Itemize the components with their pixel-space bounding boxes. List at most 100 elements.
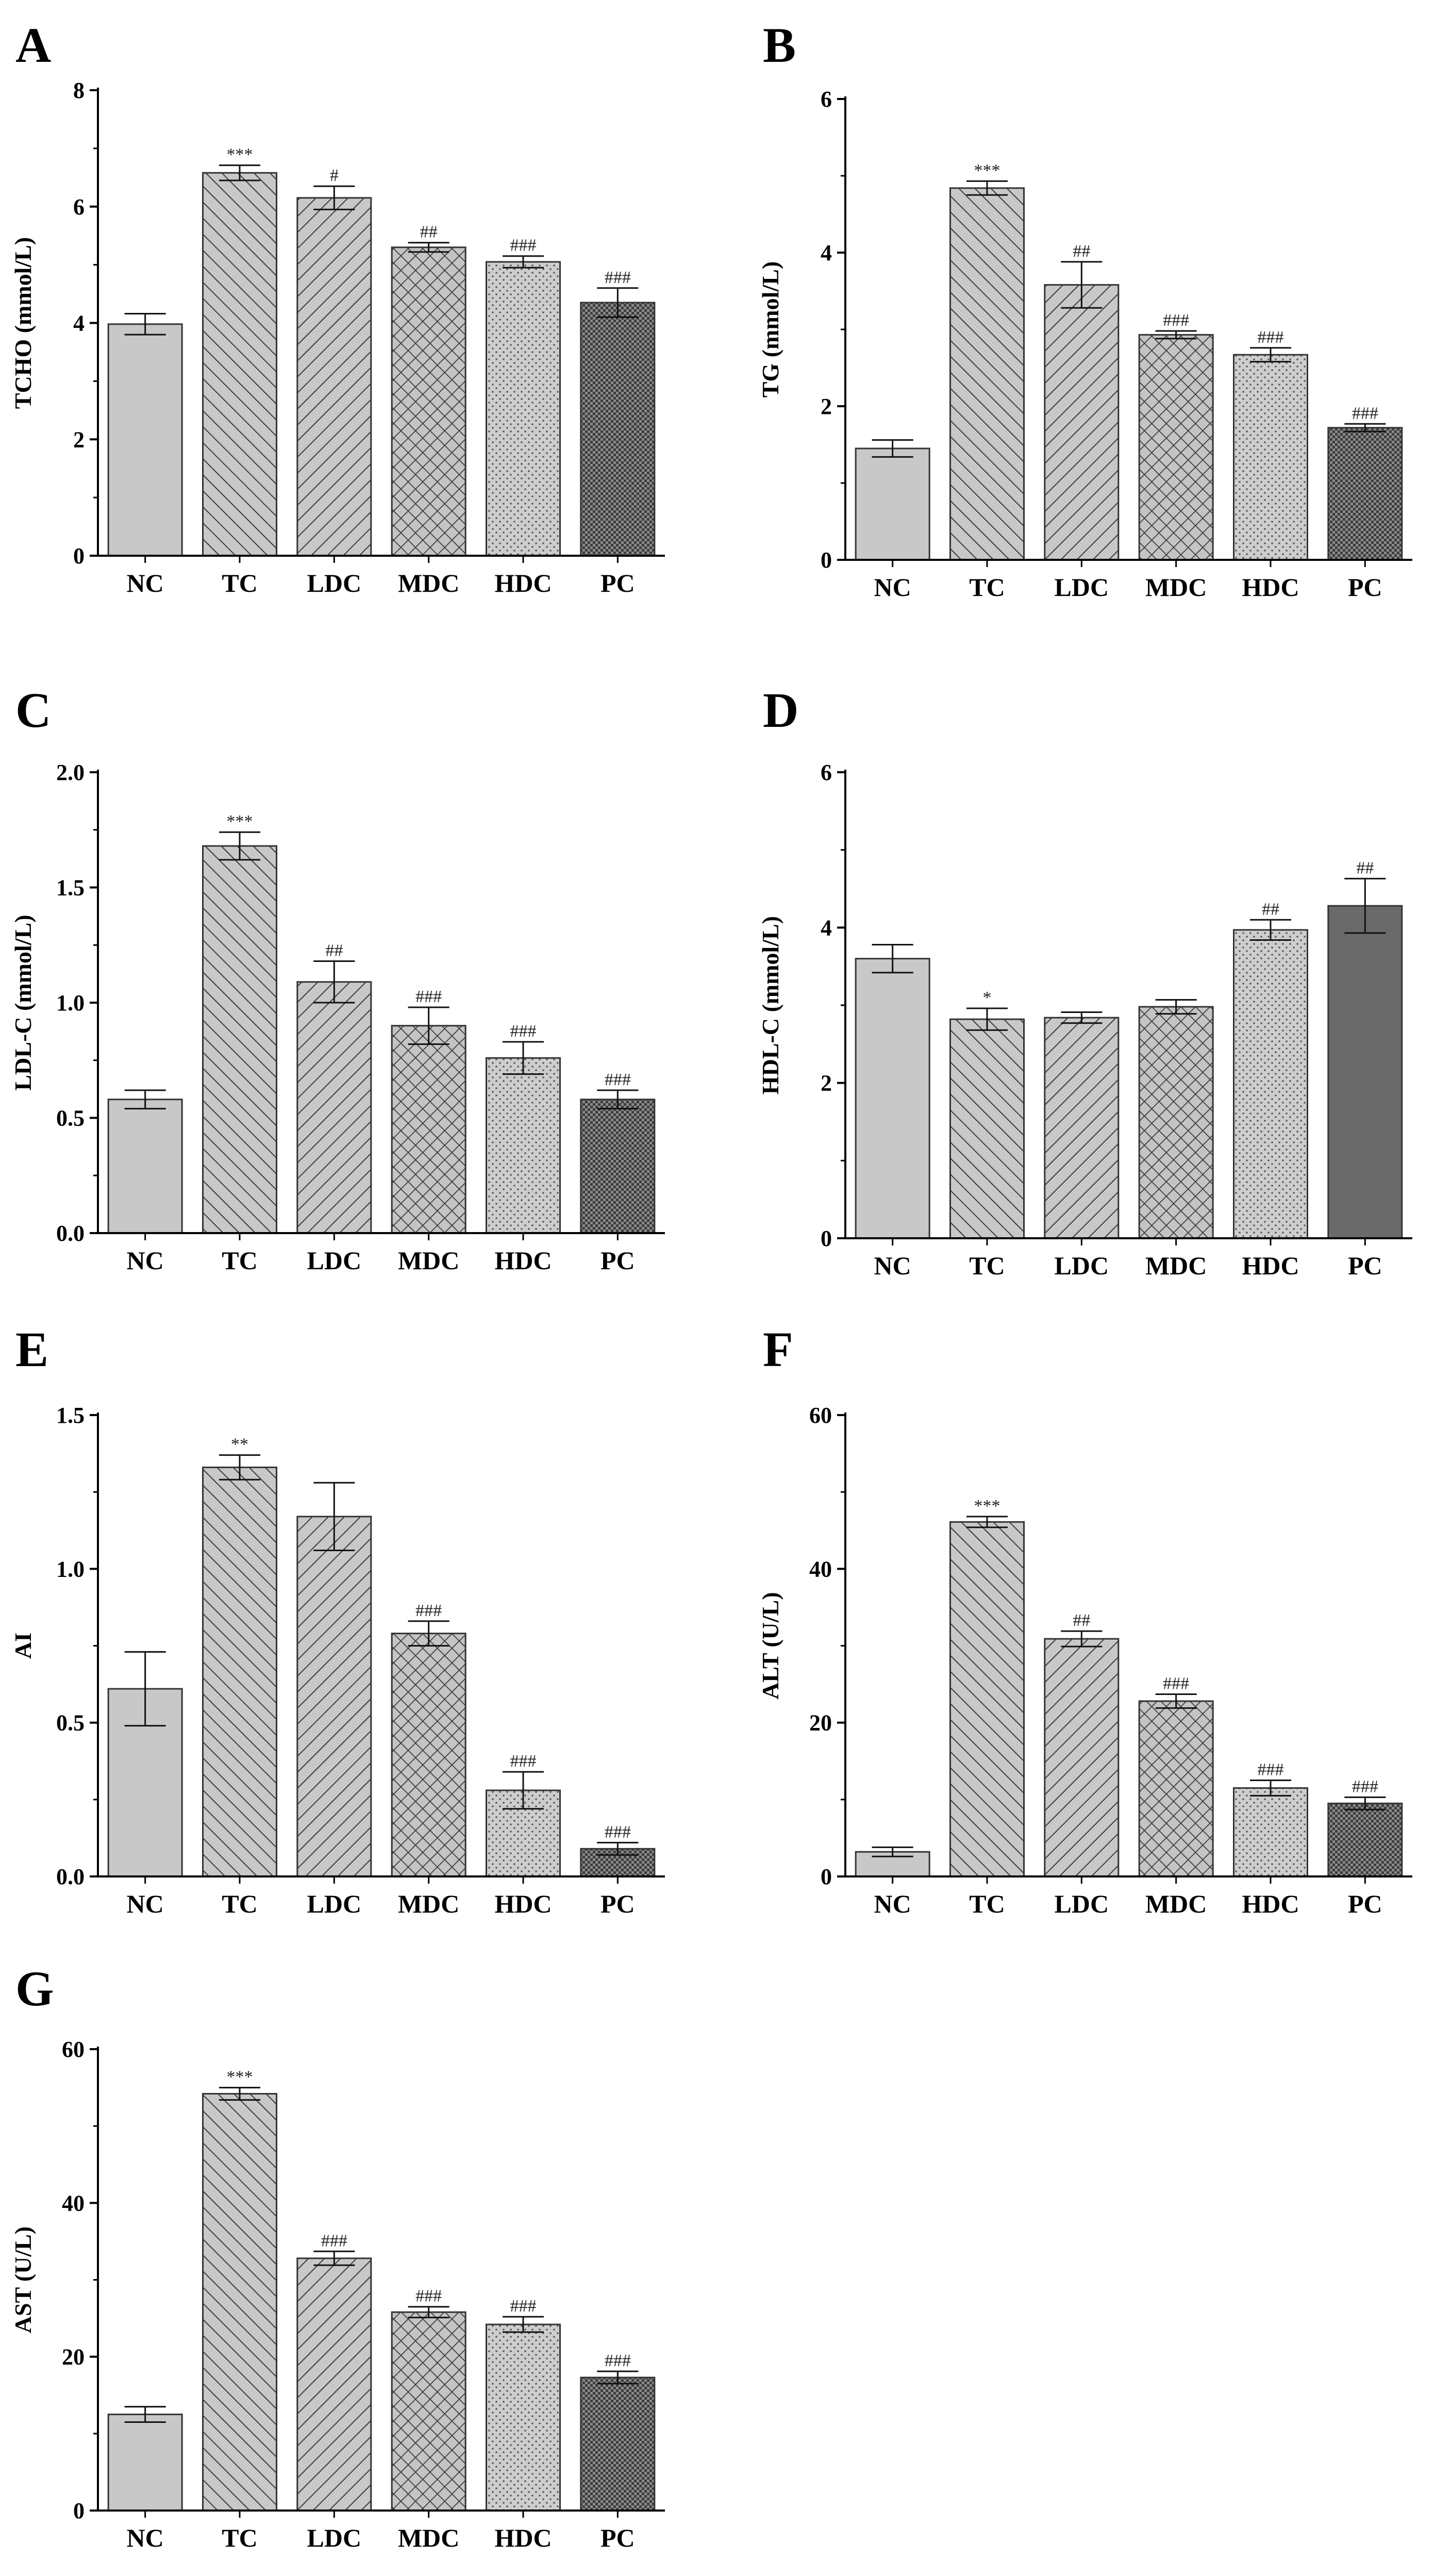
bar-mdc <box>1138 1006 1214 1239</box>
bar-mdc <box>391 1025 466 1234</box>
category-label: LDC <box>307 2523 362 2552</box>
significance-label: ## <box>1073 242 1090 261</box>
category-label: LDC <box>1055 573 1109 602</box>
bar-ldc <box>296 981 372 1234</box>
bar-mdc <box>1138 1700 1214 1877</box>
bar-tc <box>202 1466 277 1877</box>
bar-ldc <box>296 197 372 557</box>
significance-label: ### <box>510 2297 537 2316</box>
significance-label: ## <box>420 223 438 242</box>
significance-label: ### <box>415 1601 442 1620</box>
bar-pc <box>1327 427 1403 561</box>
category-label: TC <box>222 569 257 597</box>
significance-label: ## <box>325 941 343 960</box>
panel-label: F <box>763 1322 793 1377</box>
category-label: LDC <box>1055 1251 1109 1280</box>
y-tick-label: 40 <box>809 1556 832 1582</box>
category-label: HDC <box>1242 573 1299 602</box>
category-label: MDC <box>398 1889 459 1918</box>
y-tick-label: 0.5 <box>56 1106 85 1131</box>
y-tick-label: 0 <box>821 1864 832 1889</box>
category-label: PC <box>1348 573 1382 602</box>
y-tick-label: 2 <box>73 427 85 452</box>
category-label: HDC <box>1242 1889 1299 1918</box>
y-tick-label: 0 <box>821 1226 832 1251</box>
y-tick-label: 6 <box>821 760 832 785</box>
panel-label: C <box>15 683 51 738</box>
y-axis-title: ALT (U/L) <box>757 1592 783 1699</box>
category-label: PC <box>600 1889 635 1918</box>
category-label: LDC <box>307 569 362 597</box>
significance-label: *** <box>974 1497 1000 1516</box>
category-label: TC <box>969 1889 1005 1918</box>
y-tick-label: 0.5 <box>56 1710 85 1736</box>
bar-pc <box>580 2376 656 2512</box>
category-label: MDC <box>1145 573 1207 602</box>
panel-label: E <box>15 1322 48 1377</box>
significance-label: ### <box>605 268 631 287</box>
y-tick-label: 20 <box>62 2345 85 2370</box>
category-label: HDC <box>1242 1251 1299 1280</box>
y-tick-label: 1.5 <box>56 1403 85 1428</box>
category-label: PC <box>600 2523 635 2552</box>
bar-ldc <box>296 2257 372 2512</box>
bar-tc <box>949 1521 1025 1877</box>
category-label: LDC <box>307 1246 362 1275</box>
bar-mdc <box>391 246 466 557</box>
chart-panel-c: C NC *** TC ## LDC ### MDC ### HDC ### PC 0.0 0.5 1.0 1… <box>10 683 665 1275</box>
bar-nc <box>855 958 930 1239</box>
bar-tc <box>949 187 1025 561</box>
significance-label: # <box>330 166 339 185</box>
bar-nc <box>855 447 930 561</box>
significance-label: ### <box>1258 1760 1284 1780</box>
y-tick-label: 2 <box>821 1071 832 1096</box>
bar-pc <box>580 302 656 557</box>
y-tick-label: 0 <box>821 547 832 573</box>
category-label: MDC <box>398 2523 459 2552</box>
category-label: TC <box>222 1246 257 1275</box>
category-label: TC <box>222 2523 257 2552</box>
y-tick-label: 0 <box>73 543 85 569</box>
bar-nc <box>107 2414 183 2512</box>
category-label: PC <box>600 569 635 597</box>
y-tick-label: 1.0 <box>56 990 85 1016</box>
bar-ldc <box>1044 1017 1120 1239</box>
category-label: PC <box>600 1246 635 1275</box>
bar-pc <box>1327 905 1403 1239</box>
category-label: MDC <box>398 1246 459 1275</box>
chart-panel-g: G NC *** TC ### LDC ### MDC ### HDC ### PC 0 20 40 60 AS… <box>10 1961 665 2552</box>
category-label: NC <box>127 2523 164 2552</box>
significance-label: ## <box>1262 900 1279 919</box>
y-axis-title: TG (mmol/L) <box>757 261 783 397</box>
chart-panel-a: A NC *** TC # LDC ## MDC ### HDC ### PC 0 2 4 6 8 TCHO (m… <box>10 18 665 597</box>
y-tick-label: 6 <box>821 87 832 112</box>
significance-label: *** <box>227 812 253 831</box>
category-label: PC <box>1348 1251 1382 1280</box>
y-tick-label: 0.0 <box>56 1864 85 1889</box>
bar-ldc <box>1044 284 1120 561</box>
bar-hdc <box>1233 929 1308 1239</box>
category-label: LDC <box>1055 1889 1109 1918</box>
y-tick-label: 0 <box>73 2498 85 2523</box>
y-axis-title: TCHO (mmol/L) <box>10 237 36 409</box>
y-tick-label: 1.5 <box>56 875 85 901</box>
y-tick-label: 4 <box>73 311 85 336</box>
significance-label: ### <box>510 1752 537 1771</box>
y-tick-label: 4 <box>821 915 832 940</box>
significance-label: ### <box>415 2287 442 2306</box>
category-label: MDC <box>398 569 459 597</box>
significance-label: ### <box>1352 1777 1378 1796</box>
bar-ldc <box>296 1516 372 1877</box>
category-label: NC <box>874 573 911 602</box>
significance-label: ## <box>1356 858 1374 877</box>
bar-nc <box>107 1099 183 1234</box>
panel-label: B <box>763 18 796 73</box>
significance-label: ** <box>231 1435 248 1454</box>
significance-label: ### <box>510 236 537 255</box>
y-tick-label: 40 <box>62 2190 85 2216</box>
category-label: NC <box>874 1889 911 1918</box>
bar-ldc <box>1044 1638 1120 1877</box>
significance-label: * <box>983 988 992 1007</box>
y-tick-label: 4 <box>821 240 832 265</box>
bar-hdc <box>1233 1787 1308 1877</box>
